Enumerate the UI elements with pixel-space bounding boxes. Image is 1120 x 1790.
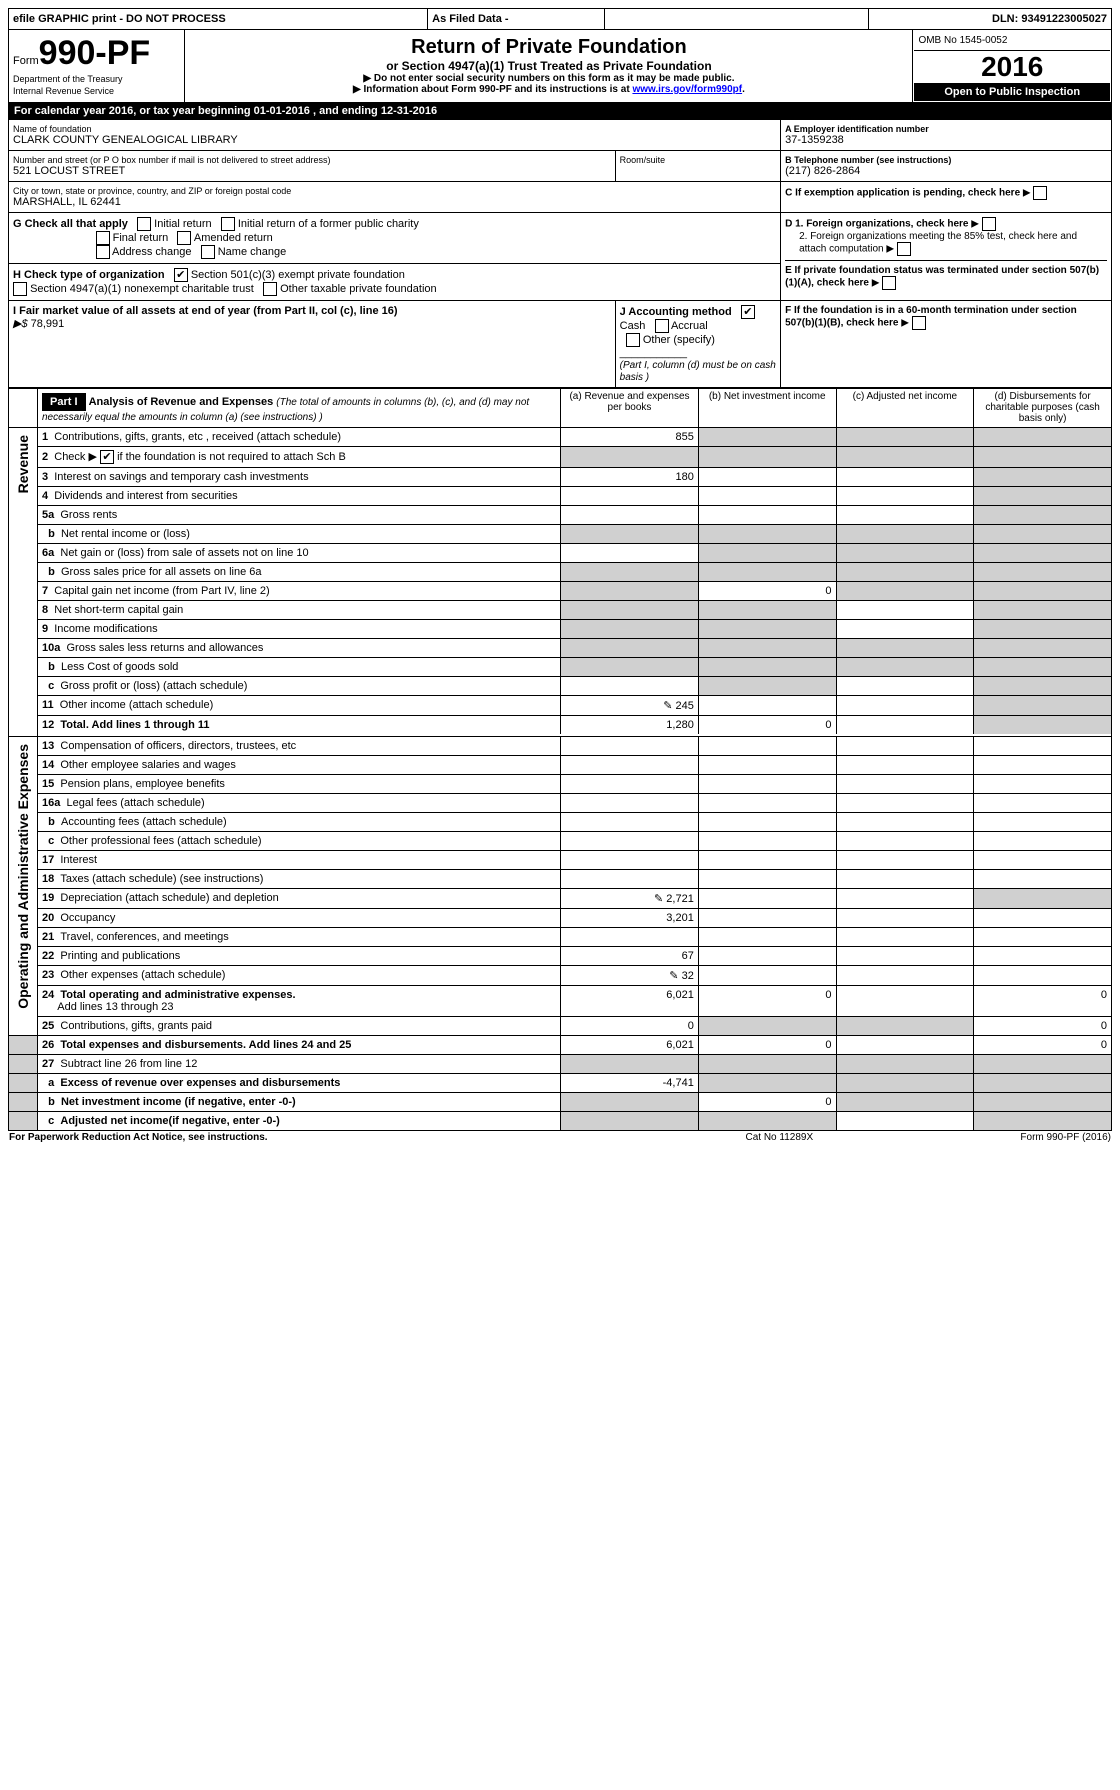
pen-icon[interactable]: ✎ bbox=[669, 970, 678, 982]
row26-d: 0 bbox=[974, 1036, 1112, 1055]
row26-b: 0 bbox=[698, 1036, 836, 1055]
j-lbl: J Accounting method bbox=[620, 306, 732, 318]
d1-lbl: D 1. Foreign organizations, check here bbox=[785, 219, 968, 230]
phone-lbl: B Telephone number (see instructions) bbox=[785, 155, 1107, 165]
j-chk1[interactable]: ✔ bbox=[741, 305, 755, 319]
row25-d: 0 bbox=[974, 1017, 1112, 1036]
h-chk2[interactable] bbox=[13, 282, 27, 296]
footer: For Paperwork Reduction Act Notice, see … bbox=[8, 1131, 1112, 1144]
row24-d: 0 bbox=[974, 986, 1112, 1017]
row22-a: 67 bbox=[561, 947, 699, 966]
row12-b: 0 bbox=[698, 716, 836, 735]
row1-text: Contributions, gifts, grants, etc , rece… bbox=[54, 431, 341, 443]
part1-title: Analysis of Revenue and Expenses bbox=[89, 396, 274, 408]
e-lbl: E If private foundation status was termi… bbox=[785, 265, 1099, 289]
row11-a: 245 bbox=[675, 700, 693, 712]
part1-table: Part I Analysis of Revenue and Expenses … bbox=[8, 388, 1112, 1131]
part1-hdr: Part I bbox=[42, 393, 86, 411]
footer-right: Form 990-PF (2016) bbox=[870, 1131, 1112, 1144]
row19-a: 2,721 bbox=[666, 893, 694, 905]
ein-val: 37-1359238 bbox=[785, 134, 1107, 146]
addr-val: 521 LOCUST STREET bbox=[13, 165, 611, 177]
open-public: Open to Public Inspection bbox=[914, 83, 1110, 101]
dln-lbl: DLN: bbox=[992, 13, 1018, 25]
row27a-a: -4,741 bbox=[561, 1074, 699, 1093]
h-lbl: H Check type of organization bbox=[13, 269, 165, 281]
pen-icon[interactable]: ✎ bbox=[654, 893, 663, 905]
city-lbl: City or town, state or province, country… bbox=[13, 186, 776, 196]
fmv-val: 78,991 bbox=[31, 318, 65, 330]
phone-val: (217) 826-2864 bbox=[785, 165, 1107, 177]
row24-b: 0 bbox=[698, 986, 836, 1017]
tax-year: 2016 bbox=[914, 51, 1110, 83]
e-chk[interactable] bbox=[882, 276, 896, 290]
form-subtitle: or Section 4947(a)(1) Trust Treated as P… bbox=[191, 59, 906, 73]
f-lbl: F If the foundation is in a 60-month ter… bbox=[785, 305, 1077, 329]
row20-a: 3,201 bbox=[561, 909, 699, 928]
g-chk1[interactable] bbox=[137, 217, 151, 231]
footer-mid: Cat No 11289X bbox=[688, 1131, 870, 1144]
ident-section: Name of foundation CLARK COUNTY GENEALOG… bbox=[8, 119, 1112, 388]
dept: Department of the Treasury bbox=[13, 74, 123, 84]
expenses-label: Operating and Administrative Expenses bbox=[13, 740, 33, 1013]
schb-chk[interactable]: ✔ bbox=[100, 450, 114, 464]
row7-b: 0 bbox=[698, 582, 836, 601]
g-chk2[interactable] bbox=[221, 217, 235, 231]
col-b-hdr: (b) Net investment income bbox=[698, 389, 836, 428]
g-lbl: G Check all that apply bbox=[13, 218, 128, 230]
form-note1: ▶ Do not enter social security numbers o… bbox=[191, 73, 906, 84]
efile-notice: efile GRAPHIC print - DO NOT PROCESS bbox=[9, 9, 428, 30]
irs-link[interactable]: www.irs.gov/form990pf bbox=[632, 84, 742, 95]
h-chk1[interactable]: ✔ bbox=[174, 268, 188, 282]
irs: Internal Revenue Service bbox=[13, 86, 114, 96]
g-chk3[interactable] bbox=[96, 231, 110, 245]
row27b-b: 0 bbox=[698, 1093, 836, 1112]
omb: OMB No 1545-0052 bbox=[914, 31, 1110, 51]
d2-lbl: 2. Foreign organizations meeting the 85%… bbox=[799, 231, 1077, 255]
g-chk6[interactable] bbox=[201, 245, 215, 259]
row24-a: 6,021 bbox=[561, 986, 699, 1017]
topbar: efile GRAPHIC print - DO NOT PROCESS As … bbox=[8, 8, 1112, 30]
col-a-hdr: (a) Revenue and expenses per books bbox=[561, 389, 699, 428]
footer-left: For Paperwork Reduction Act Notice, see … bbox=[8, 1131, 688, 1144]
row25-a: 0 bbox=[561, 1017, 699, 1036]
row1-a: 855 bbox=[561, 428, 699, 447]
calendar-row: For calendar year 2016, or tax year begi… bbox=[8, 103, 1112, 119]
form-number: 990-PF bbox=[39, 34, 151, 72]
row23-a: 32 bbox=[682, 970, 694, 982]
ein-lbl: A Employer identification number bbox=[785, 124, 1107, 134]
row3-text: Interest on savings and temporary cash i… bbox=[54, 471, 308, 483]
h-chk3[interactable] bbox=[263, 282, 277, 296]
addr-lbl: Number and street (or P O box number if … bbox=[13, 155, 611, 165]
dln-val: 93491223005027 bbox=[1021, 13, 1107, 25]
name-lbl: Name of foundation bbox=[13, 124, 776, 134]
f-chk[interactable] bbox=[912, 316, 926, 330]
form-title: Return of Private Foundation bbox=[191, 36, 906, 59]
revenue-label: Revenue bbox=[13, 431, 33, 497]
room-lbl: Room/suite bbox=[620, 155, 776, 165]
row3-a: 180 bbox=[561, 468, 699, 487]
pen-icon[interactable]: ✎ bbox=[663, 700, 672, 712]
j-note: (Part I, column (d) must be on cash basi… bbox=[620, 360, 776, 383]
asfiled: As Filed Data - bbox=[428, 9, 604, 30]
j-chk3[interactable] bbox=[626, 333, 640, 347]
row12-a: 1,280 bbox=[561, 716, 699, 735]
city-val: MARSHALL, IL 62441 bbox=[13, 196, 776, 208]
d1-chk[interactable] bbox=[982, 217, 996, 231]
foundation-name: CLARK COUNTY GENEALOGICAL LIBRARY bbox=[13, 134, 776, 146]
col-d-hdr: (d) Disbursements for charitable purpose… bbox=[974, 389, 1112, 428]
c-checkbox[interactable] bbox=[1033, 186, 1047, 200]
header: Form990-PF Department of the Treasury In… bbox=[8, 30, 1112, 103]
g-chk5[interactable] bbox=[96, 245, 110, 259]
row26-a: 6,021 bbox=[561, 1036, 699, 1055]
j-chk2[interactable] bbox=[655, 319, 669, 333]
form-word: Form bbox=[13, 55, 39, 67]
i-lbl: I Fair market value of all assets at end… bbox=[13, 305, 398, 317]
g-chk4[interactable] bbox=[177, 231, 191, 245]
c-lbl: C If exemption application is pending, c… bbox=[785, 188, 1020, 199]
d2-chk[interactable] bbox=[897, 242, 911, 256]
form-note2: ▶ Information about Form 990-PF and its … bbox=[353, 84, 632, 95]
col-c-hdr: (c) Adjusted net income bbox=[836, 389, 974, 428]
